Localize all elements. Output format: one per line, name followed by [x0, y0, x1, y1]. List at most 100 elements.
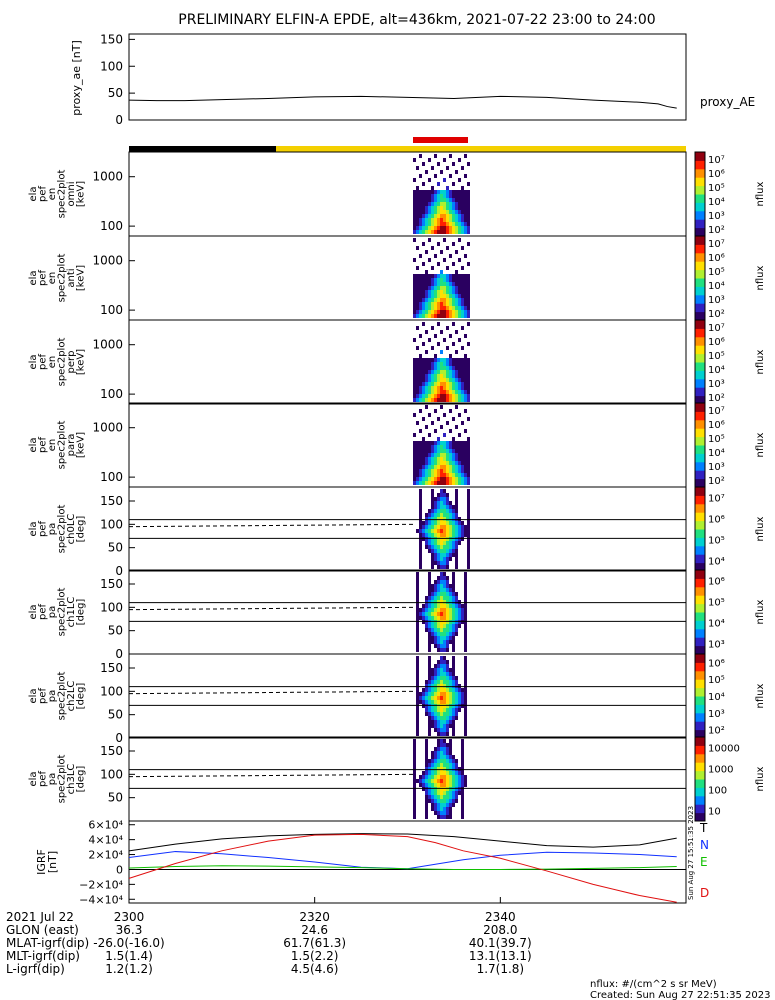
- heatmap-cell: [428, 612, 431, 616]
- colorbar-segment: [695, 309, 705, 313]
- heatmap-cell: [449, 624, 452, 628]
- colorbar-segment: [695, 668, 705, 672]
- heatmap-cell: [446, 775, 449, 779]
- heatmap-cell: [419, 290, 422, 294]
- heatmap-cell: [431, 489, 434, 493]
- heatmap-cell: [428, 338, 431, 342]
- panel-ytick-label: 50: [108, 708, 123, 722]
- colorbar-segment: [695, 666, 705, 670]
- heatmap-cell: [467, 481, 470, 485]
- heatmap-cell: [443, 688, 446, 692]
- heatmap-cell: [461, 747, 464, 751]
- colorbar-segment: [695, 288, 705, 292]
- heatmap-cell: [428, 386, 431, 390]
- heatmap-cell: [428, 398, 431, 402]
- colorbar-tick-label: 10⁶: [708, 515, 725, 526]
- heatmap-cell: [455, 493, 458, 497]
- colorbar-segment: [695, 332, 705, 336]
- heatmap-cell: [449, 513, 452, 517]
- heatmap-cell: [431, 787, 434, 791]
- heatmap-cell: [449, 680, 452, 684]
- heatmap-cell: [437, 274, 440, 278]
- heatmap-cell: [422, 370, 425, 374]
- heatmap-cell: [443, 286, 446, 290]
- spectrogram-panel-ch0LC: elapefpaspec2plotch0LC[deg]05010015010⁴1…: [28, 486, 766, 578]
- heatmap-cell: [422, 386, 425, 390]
- heatmap-cell: [449, 525, 452, 529]
- heatmap-cell: [425, 513, 428, 517]
- colorbar-tick-label: 10⁷: [708, 239, 725, 250]
- colorbar-segment: [695, 616, 705, 619]
- heatmap-cell: [440, 620, 443, 624]
- heatmap-cell: [446, 190, 449, 194]
- panel-frame: [128, 319, 687, 405]
- heatmap-cell: [425, 206, 428, 210]
- heatmap-cell: [431, 767, 434, 771]
- heatmap-cell: [446, 553, 449, 557]
- heatmap-cell: [437, 751, 440, 755]
- heatmap-cell: [413, 358, 416, 362]
- heatmap-cell: [455, 688, 458, 692]
- heatmap-cell: [428, 541, 431, 545]
- heatmap-cell: [434, 354, 437, 358]
- heatmap-cell: [428, 306, 431, 310]
- heatmap-cell: [467, 437, 470, 441]
- spectrogram-panel-anti_energy: elapefenspec2plotanti[keV]100100010²10³1…: [28, 235, 766, 321]
- heatmap-cell: [446, 779, 449, 783]
- colorbar-segment: [695, 338, 705, 342]
- heatmap-cell: [422, 537, 425, 541]
- heatmap-cell: [452, 286, 455, 290]
- heatmap-cell: [452, 779, 455, 783]
- heatmap-cell: [416, 298, 419, 302]
- heatmap-cell: [446, 596, 449, 600]
- heatmap-cell: [446, 314, 449, 318]
- panel-ylabel-line: perp: [66, 351, 77, 374]
- heatmap-cell: [431, 370, 434, 374]
- heatmap-cell: [419, 493, 422, 497]
- heatmap-cell: [425, 469, 428, 473]
- colorbar-segment: [695, 317, 705, 321]
- heatmap-cell: [446, 799, 449, 803]
- heatmap-cell: [413, 469, 416, 473]
- heatmap-cell: [416, 453, 419, 457]
- heatmap-cell: [440, 553, 443, 557]
- heatmap-cell: [467, 366, 470, 370]
- heatmap-cell: [461, 230, 464, 234]
- heatmap-cell: [440, 226, 443, 230]
- colorbar-segment: [695, 227, 705, 231]
- heatmap-cell: [443, 743, 446, 747]
- heatmap-cell: [449, 477, 452, 481]
- colorbar-segment: [695, 693, 705, 697]
- heatmap-cell: [455, 394, 458, 398]
- heatmap-cell: [440, 728, 443, 732]
- heatmap-cell: [437, 720, 440, 724]
- colorbar-segment: [695, 252, 705, 256]
- heatmap-cell: [428, 628, 431, 632]
- colorbar-segment: [695, 250, 705, 254]
- heatmap-cell: [458, 521, 461, 525]
- colorbar-segment: [695, 714, 705, 718]
- colorbar-segment: [695, 698, 705, 701]
- heatmap-cell: [434, 799, 437, 803]
- heatmap-cell: [446, 166, 449, 170]
- heatmap-cell: [437, 294, 440, 298]
- heatmap-cell: [416, 294, 419, 298]
- heatmap-cell: [425, 608, 428, 612]
- heatmap-cell: [452, 453, 455, 457]
- ephemeris-row-label: L-igrf(dip): [6, 962, 65, 976]
- proxy-ae-ylabel-text: proxy_ae [nT]: [70, 40, 83, 115]
- chart-title: PRELIMINARY ELFIN-A EPDE, alt=436km, 202…: [178, 12, 655, 28]
- colorbar-segment: [695, 522, 705, 526]
- heatmap-cell: [434, 390, 437, 394]
- colorbar-segment: [695, 472, 705, 475]
- heatmap-cell: [422, 620, 425, 624]
- heatmap-cell: [461, 226, 464, 230]
- heatmap-cell: [431, 298, 434, 302]
- heatmap-cell: [452, 572, 455, 576]
- heatmap-cell: [428, 390, 431, 394]
- heatmap-cell: [425, 457, 428, 461]
- heatmap-cell: [416, 198, 419, 202]
- heatmap-cell: [413, 815, 416, 819]
- heatmap-cell: [425, 194, 428, 198]
